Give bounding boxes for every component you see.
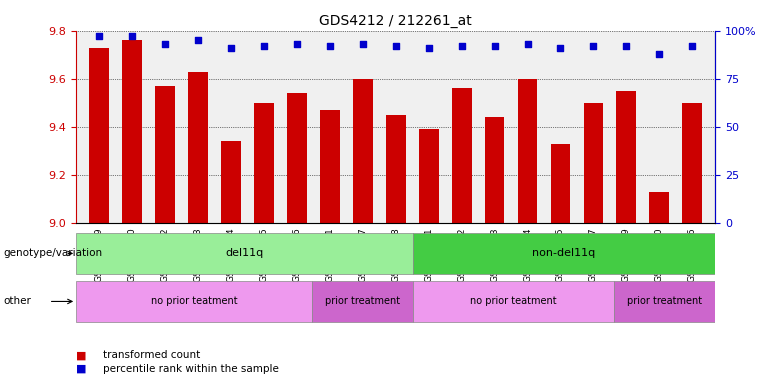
Point (93, 33, 105, 40)
Point (489, 43, 501, 49)
Point (225, 45, 237, 51)
Bar (649, 192, 669, 223)
Point (390, 43, 402, 49)
Point (521, 41, 533, 47)
Bar (254, 103, 274, 223)
Point (357, 41, 369, 47)
Point (422, 45, 435, 51)
Bar (89, 48, 109, 223)
FancyBboxPatch shape (412, 233, 715, 274)
Point (192, 37, 204, 43)
Point (258, 43, 270, 49)
Bar (320, 110, 339, 223)
Text: ■: ■ (76, 350, 87, 360)
Text: del11q: del11q (225, 248, 263, 258)
Bar (419, 129, 438, 223)
Bar (452, 88, 472, 223)
Text: percentile rank within the sample: percentile rank within the sample (103, 364, 279, 374)
Text: prior treatment: prior treatment (627, 296, 702, 306)
Bar (584, 103, 603, 223)
Bar (188, 71, 208, 223)
Point (653, 51, 665, 57)
Text: ■: ■ (76, 364, 87, 374)
Text: no prior teatment: no prior teatment (470, 296, 557, 306)
Point (323, 43, 336, 49)
Point (587, 43, 600, 49)
Point (126, 33, 139, 40)
Point (620, 43, 632, 49)
FancyBboxPatch shape (76, 281, 311, 322)
Text: genotype/variation: genotype/variation (4, 248, 103, 258)
Bar (353, 79, 373, 223)
Point (456, 43, 468, 49)
Point (686, 43, 699, 49)
FancyBboxPatch shape (412, 281, 614, 322)
Text: non-del11q: non-del11q (532, 248, 596, 258)
FancyBboxPatch shape (614, 281, 715, 322)
Point (159, 41, 171, 47)
FancyBboxPatch shape (311, 281, 412, 322)
Text: prior treatment: prior treatment (324, 296, 400, 306)
FancyBboxPatch shape (76, 233, 412, 274)
Bar (551, 144, 570, 223)
Bar (616, 91, 636, 223)
Point (291, 41, 303, 47)
Bar (386, 115, 406, 223)
Bar (485, 117, 505, 223)
Bar (155, 86, 175, 223)
Bar (221, 141, 240, 223)
Point (554, 45, 566, 51)
Text: other: other (4, 296, 32, 306)
Bar (683, 103, 702, 223)
Bar (287, 93, 307, 223)
Bar (123, 40, 142, 223)
Text: no prior teatment: no prior teatment (151, 296, 237, 306)
Text: transformed count: transformed count (103, 350, 200, 360)
Bar (517, 79, 537, 223)
Title: GDS4212 / 212261_at: GDS4212 / 212261_at (320, 14, 472, 28)
